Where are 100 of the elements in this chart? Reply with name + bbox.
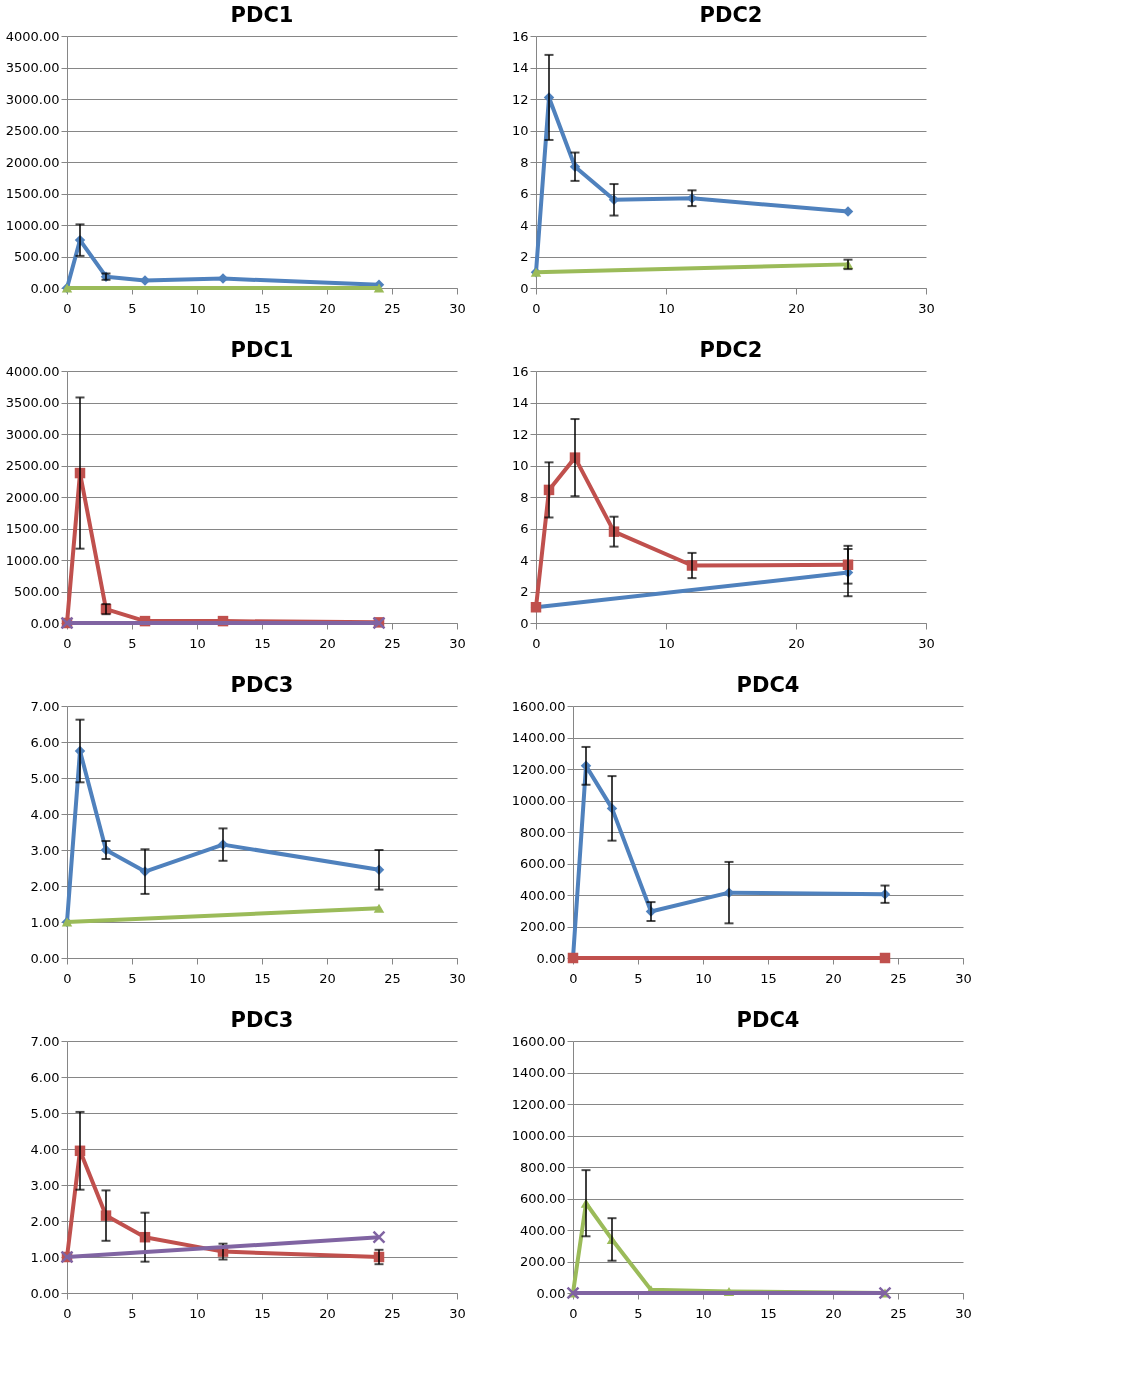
y-tick-label: 2 xyxy=(520,249,529,264)
y-tick-label: 0 xyxy=(520,615,529,631)
y-tick-label: 1.00 xyxy=(30,1249,60,1265)
x-tick-label: 0 xyxy=(569,970,578,986)
x-tick-label: 10 xyxy=(189,635,206,651)
y-tick-label: 3.00 xyxy=(30,1177,60,1193)
chart-title: PDC4 xyxy=(736,673,800,697)
y-tick-label: 14 xyxy=(511,395,529,410)
y-tick-label: 0.00 xyxy=(536,1285,566,1301)
x-tick-label: 10 xyxy=(189,300,206,316)
x-tick-label: 0 xyxy=(63,970,72,986)
y-tick-label: 14 xyxy=(511,60,529,75)
x-tick-label: 10 xyxy=(189,970,206,986)
y-tick-label: 8 xyxy=(520,489,529,505)
y-tick-label: 0.00 xyxy=(30,615,60,631)
y-tick-label: 500.00 xyxy=(14,584,60,599)
y-tick-label: 2500.00 xyxy=(5,458,60,473)
x-tick-label: 15 xyxy=(254,635,271,651)
y-tick-label: 4.00 xyxy=(30,1141,60,1157)
y-tick-label: 0.00 xyxy=(30,950,60,966)
x-tick-label: 10 xyxy=(695,970,712,986)
x-tick-label: 25 xyxy=(384,1305,401,1321)
x-tick-label: 25 xyxy=(384,970,401,986)
y-tick-label: 12 xyxy=(511,91,529,107)
x-tick-label: 15 xyxy=(760,1305,777,1321)
x-tick-label: 0 xyxy=(63,300,72,316)
x-tick-label: 30 xyxy=(449,970,466,986)
x-tick-label: 20 xyxy=(319,635,336,651)
y-tick-label: 7.00 xyxy=(30,698,60,714)
y-tick-label: 3500.00 xyxy=(5,395,60,410)
y-tick-label: 1200.00 xyxy=(511,761,566,777)
y-tick-label: 1500.00 xyxy=(5,186,60,201)
y-tick-label: 0.00 xyxy=(536,950,566,966)
x-tick-label: 30 xyxy=(449,635,466,651)
y-tick-label: 1400.00 xyxy=(511,730,566,745)
y-tick-label: 400.00 xyxy=(520,1222,566,1238)
y-tick-label: 200.00 xyxy=(520,919,566,934)
x-tick-label: 5 xyxy=(128,1305,137,1321)
y-tick-label: 600.00 xyxy=(520,1191,566,1206)
x-tick-label: 30 xyxy=(955,1305,972,1321)
y-tick-label: 1200.00 xyxy=(511,1096,566,1112)
chart-title: PDC1 xyxy=(230,338,294,362)
x-tick-label: 20 xyxy=(825,970,842,986)
x-tick-label: 15 xyxy=(254,970,271,986)
y-tick-label: 2000.00 xyxy=(5,489,60,505)
y-tick-label: 3000.00 xyxy=(5,91,60,107)
y-tick-label: 12 xyxy=(511,426,529,442)
y-tick-label: 16 xyxy=(511,28,529,44)
x-tick-label: 5 xyxy=(128,635,137,651)
y-tick-label: 4000.00 xyxy=(5,28,60,44)
y-tick-label: 6.00 xyxy=(30,734,60,750)
y-tick-label: 0 xyxy=(520,280,529,296)
y-tick-label: 3.00 xyxy=(30,842,60,858)
y-tick-label: 1.00 xyxy=(30,914,60,930)
chart-title: PDC3 xyxy=(230,673,294,697)
y-tick-label: 1500.00 xyxy=(5,521,60,536)
x-tick-label: 20 xyxy=(788,635,805,651)
chart-title: PDC2 xyxy=(699,338,763,362)
x-tick-label: 25 xyxy=(890,1305,907,1321)
chart-title: PDC4 xyxy=(736,1008,800,1032)
chart-title: PDC3 xyxy=(230,1008,294,1032)
x-tick-label: 25 xyxy=(384,300,401,316)
x-tick-label: 0 xyxy=(63,635,72,651)
y-tick-label: 2000.00 xyxy=(5,154,60,170)
y-tick-label: 1400.00 xyxy=(511,1065,566,1080)
x-tick-label: 30 xyxy=(449,1305,466,1321)
y-tick-label: 600.00 xyxy=(520,856,566,871)
x-tick-label: 5 xyxy=(634,1305,643,1321)
x-tick-label: 15 xyxy=(760,970,777,986)
y-tick-label: 400.00 xyxy=(520,887,566,903)
y-tick-label: 6 xyxy=(520,186,529,201)
y-tick-label: 0.00 xyxy=(30,280,60,296)
x-tick-label: 10 xyxy=(658,300,675,316)
y-tick-label: 4 xyxy=(520,217,529,233)
y-tick-label: 200.00 xyxy=(520,1254,566,1269)
x-tick-label: 0 xyxy=(63,1305,72,1321)
y-tick-label: 2.00 xyxy=(30,878,60,894)
y-tick-label: 2 xyxy=(520,584,529,599)
y-tick-label: 1600.00 xyxy=(511,1033,566,1049)
y-tick-label: 3000.00 xyxy=(5,426,60,442)
x-tick-label: 5 xyxy=(128,300,137,316)
y-tick-label: 2500.00 xyxy=(5,123,60,138)
y-tick-label: 0.00 xyxy=(30,1285,60,1301)
x-tick-label: 30 xyxy=(449,300,466,316)
y-tick-label: 6 xyxy=(520,521,529,536)
y-tick-label: 8 xyxy=(520,154,529,170)
y-tick-label: 1000.00 xyxy=(511,793,566,808)
y-tick-label: 800.00 xyxy=(520,824,566,840)
chart-title: PDC1 xyxy=(230,3,294,27)
x-tick-label: 5 xyxy=(128,970,137,986)
y-tick-label: 5.00 xyxy=(30,1105,60,1121)
y-tick-label: 1600.00 xyxy=(511,698,566,714)
x-tick-label: 20 xyxy=(319,970,336,986)
x-tick-label: 15 xyxy=(254,1305,271,1321)
y-tick-label: 10 xyxy=(511,458,529,473)
y-tick-label: 4000.00 xyxy=(5,363,60,379)
y-tick-label: 16 xyxy=(511,363,529,379)
y-tick-label: 4.00 xyxy=(30,806,60,822)
x-tick-label: 10 xyxy=(189,1305,206,1321)
x-tick-label: 5 xyxy=(634,970,643,986)
